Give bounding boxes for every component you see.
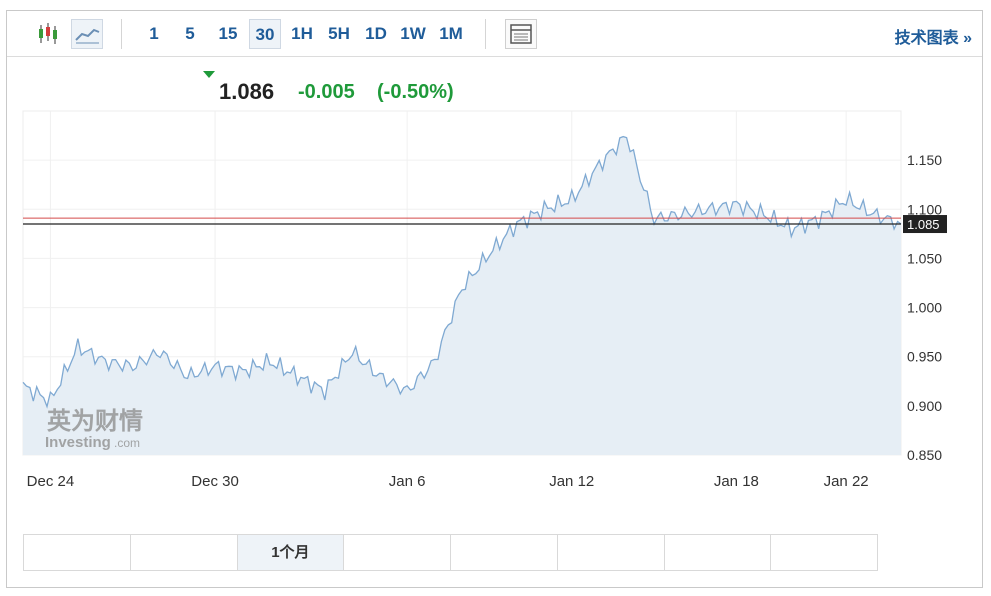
x-tick-label: Jan 22 <box>824 473 869 490</box>
y-tick-label: 0.850 <box>907 447 942 463</box>
watermark-logo-suffix: .com <box>114 436 140 450</box>
range-tab[interactable] <box>344 535 451 570</box>
chart-widget: 1 5 15 30 1H 5H 1D 1W 1M 技术图表 » 1.086 -0… <box>6 10 983 588</box>
range-tab[interactable] <box>451 535 558 570</box>
y-tick-label: 0.950 <box>907 349 942 365</box>
technical-chart-link[interactable]: 技术图表 » <box>894 30 972 47</box>
range-tab[interactable] <box>771 535 877 570</box>
timeframe-1[interactable]: 1 <box>149 24 159 43</box>
candlestick-icon[interactable] <box>33 19 65 49</box>
timeframe-5h[interactable]: 5H <box>328 24 350 43</box>
watermark-logo-cn: 英为财情 <box>47 407 143 435</box>
down-arrow-icon <box>203 71 215 78</box>
timeframe-30[interactable]: 30 <box>249 19 281 49</box>
timeframe-1h[interactable]: 1H <box>291 24 313 43</box>
price-change: -0.005 <box>298 81 355 103</box>
series-line <box>22 135 902 409</box>
range-tab[interactable] <box>131 535 238 570</box>
table-icon[interactable] <box>505 19 537 49</box>
toolbar-divider <box>121 19 122 49</box>
timeframe-5[interactable]: 5 <box>185 24 195 43</box>
y-tick-label: 1.150 <box>907 152 942 168</box>
toolbar-divider <box>485 19 486 49</box>
price-change-percent: (-0.50%) <box>377 81 454 103</box>
price-chart[interactable]: 0.850 0.900 0.950 1.000 1.050 1.100 1.150 Dec 2… <box>7 11 982 531</box>
range-tab[interactable] <box>665 535 772 570</box>
x-tick-label: Jan 6 <box>389 473 426 490</box>
y-tick-label: 0.900 <box>907 398 942 414</box>
current-price-tag <box>903 215 947 234</box>
y-tick-label: 1.050 <box>907 250 942 266</box>
y-tick-label: 1.000 <box>907 300 942 316</box>
range-tab[interactable] <box>558 535 665 570</box>
y-tick-label: 1.100 <box>907 201 942 217</box>
timeframe-15[interactable]: 15 <box>218 24 238 43</box>
last-price: 1.086 <box>219 79 275 104</box>
watermark-logo-en: Investing <box>45 434 111 451</box>
range-tab[interactable]: 1个月 <box>237 535 345 570</box>
range-selector: 1个月 <box>23 534 878 571</box>
chart-toolbar: 1 5 15 30 1H 5H 1D 1W 1M 技术图表 » <box>7 11 982 57</box>
area-chart-icon[interactable] <box>71 19 103 49</box>
current-price-tag-label: 1.085 <box>907 217 940 232</box>
timeframe-1m[interactable]: 1M <box>439 24 463 43</box>
range-tab[interactable] <box>24 535 131 570</box>
x-tick-label: Jan 18 <box>714 473 759 490</box>
timeframe-1w[interactable]: 1W <box>400 24 426 43</box>
timeframe-1d[interactable]: 1D <box>365 24 387 43</box>
x-tick-label: Dec 30 <box>191 473 239 490</box>
x-tick-label: Dec 24 <box>27 473 75 490</box>
x-tick-label: Jan 12 <box>549 473 594 490</box>
series-area <box>23 136 901 455</box>
